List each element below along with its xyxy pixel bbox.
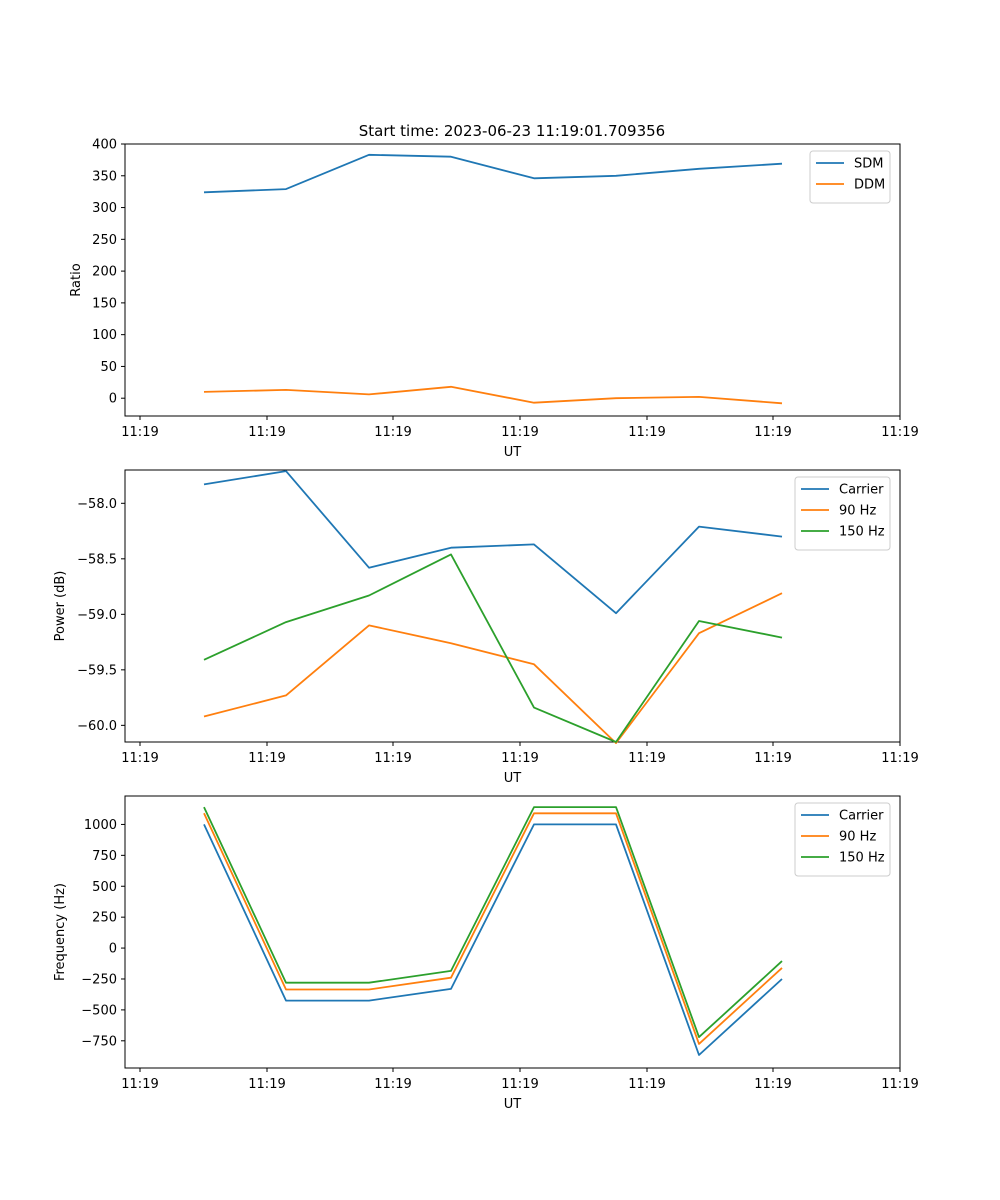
x-tick-label: 11:19 <box>754 425 791 440</box>
series-line-90-hz <box>203 812 783 1045</box>
figure-title: Start time: 2023-06-23 11:19:01.709356 <box>359 122 665 140</box>
axes-frame <box>124 795 901 1069</box>
legend-label: SDM <box>854 157 883 172</box>
x-axis-label: UT <box>504 771 522 786</box>
y-tick-label: 250 <box>92 911 117 926</box>
y-tick-label: 0 <box>109 942 117 957</box>
x-tick-label: 11:19 <box>501 751 538 766</box>
x-tick-label: 11:19 <box>501 1077 538 1092</box>
legend-box <box>809 150 891 204</box>
subplot-1: 11:19 11:19 11:19 11:19 11:19 11:19 11:19 UT 0 50… <box>69 138 919 461</box>
y-tick-label: −250 <box>81 972 117 987</box>
series-line-150-hz <box>203 806 783 1038</box>
y-tick-label: −750 <box>81 1034 117 1049</box>
x-axis-label: UT <box>504 445 522 460</box>
y-tick-label: 400 <box>92 138 117 153</box>
x-tick-label: 11:19 <box>628 751 665 766</box>
series-line-150-hz <box>203 553 783 743</box>
y-tick-label: 350 <box>92 169 117 184</box>
y-tick-label: 250 <box>92 233 117 248</box>
y-tick-label: −59.5 <box>77 663 117 678</box>
x-tick-label: 11:19 <box>881 751 918 766</box>
x-tick-label: 11:19 <box>881 1077 918 1092</box>
y-axis-label: Power (dB) <box>53 571 68 642</box>
x-tick-label: 11:19 <box>121 1077 158 1092</box>
x-tick-label: 11:19 <box>881 425 918 440</box>
y-tick-label: 500 <box>92 880 117 895</box>
legend: SDM DDM <box>809 150 891 204</box>
y-tick-label: −500 <box>81 1003 117 1018</box>
series-line-90-hz <box>203 592 783 744</box>
legend-label: Carrier <box>839 483 884 498</box>
subplot-3: 11:19 11:19 11:19 11:19 11:19 11:19 11:19 UT −75… <box>53 795 919 1112</box>
legend-label: 150 Hz <box>839 851 885 866</box>
x-tick-label: 11:19 <box>628 1077 665 1092</box>
legend-label: 90 Hz <box>839 830 876 845</box>
y-tick-label: −60.0 <box>77 719 117 734</box>
y-axis-label: Frequency (Hz) <box>53 883 68 981</box>
x-axis-label: UT <box>504 1097 522 1112</box>
x-tick-label: 11:19 <box>501 425 538 440</box>
series-line-carrier <box>203 470 783 615</box>
y-tick-label: 50 <box>100 360 117 375</box>
series-line-carrier <box>203 823 783 1056</box>
legend: Carrier 90 Hz 150 Hz <box>794 476 891 551</box>
x-tick-label: 11:19 <box>374 751 411 766</box>
y-axis-label: Ratio <box>69 263 84 296</box>
legend: Carrier 90 Hz 150 Hz <box>794 802 891 877</box>
series-line-ddm <box>203 385 783 405</box>
legend-label: DDM <box>854 178 885 193</box>
legend-label: Carrier <box>839 809 884 824</box>
y-tick-label: 150 <box>92 296 117 311</box>
x-tick-label: 11:19 <box>374 425 411 440</box>
legend-label: 90 Hz <box>839 504 876 519</box>
x-tick-label: 11:19 <box>121 751 158 766</box>
y-tick-label: −58.0 <box>77 497 117 512</box>
x-tick-label: 11:19 <box>121 425 158 440</box>
x-tick-label: 11:19 <box>754 1077 791 1092</box>
subplot-2: 11:19 11:19 11:19 11:19 11:19 11:19 11:19 UT −60… <box>53 469 919 786</box>
x-tick-label: 11:19 <box>628 425 665 440</box>
y-tick-label: 100 <box>92 328 117 343</box>
x-tick-label: 11:19 <box>754 751 791 766</box>
series-line-sdm <box>203 153 783 194</box>
axes-frame <box>124 143 901 417</box>
y-tick-label: −58.5 <box>77 552 117 567</box>
x-tick-label: 11:19 <box>248 1077 285 1092</box>
y-tick-label: 200 <box>92 265 117 280</box>
x-tick-label: 11:19 <box>248 425 285 440</box>
x-tick-label: 11:19 <box>248 751 285 766</box>
y-tick-label: 0 <box>109 392 117 407</box>
y-tick-label: 750 <box>92 849 117 864</box>
x-tick-label: 11:19 <box>374 1077 411 1092</box>
y-tick-label: 300 <box>92 201 117 216</box>
y-tick-label: −59.0 <box>77 608 117 623</box>
y-tick-label: 1000 <box>84 818 117 833</box>
legend-label: 150 Hz <box>839 525 885 540</box>
axes-frame <box>124 469 901 743</box>
